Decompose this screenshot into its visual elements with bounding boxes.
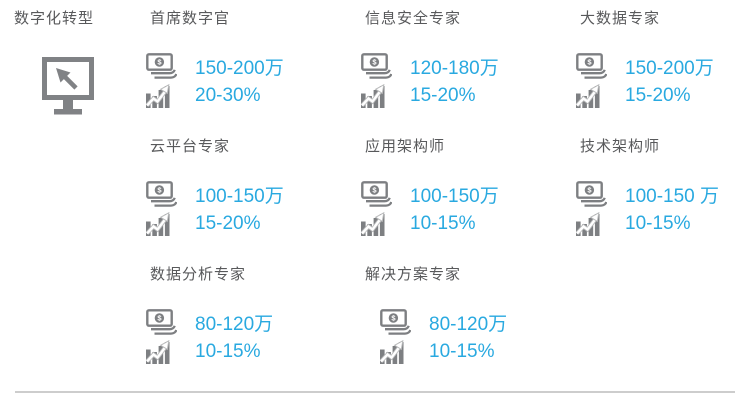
role-title: 信息安全专家 (365, 10, 462, 27)
role-title: 数据分析专家 (150, 266, 247, 283)
salary-row: 100-150 万 (576, 181, 750, 208)
growth-row: 15-20% (146, 212, 361, 236)
salary-value: 150-200万 (625, 58, 714, 79)
category-title: 数字化转型 (14, 10, 95, 27)
banknotes-icon (576, 181, 625, 208)
growth-value: 10-15% (410, 213, 476, 234)
growth-value: 10-15% (429, 341, 495, 362)
growth-value: 10-15% (625, 213, 691, 234)
salary-row: 150-200万 (576, 53, 750, 80)
growth-row: 10-15% (576, 212, 750, 236)
growth-chart-icon (146, 340, 195, 364)
growth-row: 10-15% (361, 212, 576, 236)
salary-value: 120-180万 (410, 58, 499, 79)
growth-value: 20-30% (195, 85, 261, 106)
banknotes-icon (576, 53, 625, 80)
salary-row: 100-150万 (146, 181, 361, 208)
role-card: 信息安全专家 120-180万 15-20% (361, 9, 576, 137)
role-title: 云平台专家 (150, 138, 231, 155)
salary-row: 100-150万 (361, 181, 576, 208)
growth-chart-icon (576, 212, 625, 236)
salary-value: 150-200万 (195, 58, 284, 79)
growth-chart-icon (146, 84, 195, 108)
growth-chart-icon (576, 84, 625, 108)
salary-value: 80-120万 (429, 314, 508, 335)
salary-value: 80-120万 (195, 314, 274, 335)
growth-row: 15-20% (361, 84, 576, 108)
growth-value: 15-20% (410, 85, 476, 106)
salary-row: 150-200万 (146, 53, 361, 80)
growth-chart-icon (361, 212, 410, 236)
salary-value: 100-150万 (195, 186, 284, 207)
role-card: 技术架构师 100-150 万 10-15% (576, 137, 750, 265)
growth-row: 10-15% (146, 340, 361, 364)
role-title: 应用架构师 (365, 138, 446, 155)
salary-value: 100-150万 (410, 186, 499, 207)
role-card: 云平台专家 100-150万 15-20% (146, 137, 361, 265)
role-title: 首席数字官 (150, 10, 231, 27)
category-block: 数字化转型 (14, 9, 134, 29)
growth-row: 15-20% (576, 84, 750, 108)
banknotes-icon (146, 181, 195, 208)
banknotes-icon (361, 181, 410, 208)
growth-value: 10-15% (195, 341, 261, 362)
banknotes-icon (146, 309, 195, 336)
growth-chart-icon (361, 84, 410, 108)
role-title: 解决方案专家 (365, 266, 462, 283)
role-title: 大数据专家 (580, 10, 661, 27)
bottom-divider (15, 391, 735, 393)
role-card: 首席数字官 150-200万 20-30% (146, 9, 361, 137)
role-card: 数据分析专家 80-120万 10-15% (146, 265, 361, 393)
growth-value: 15-20% (625, 85, 691, 106)
growth-value: 15-20% (195, 213, 261, 234)
salary-value: 100-150 万 (625, 186, 720, 207)
banknotes-icon (361, 53, 410, 80)
role-title: 技术架构师 (580, 138, 661, 155)
growth-chart-icon (380, 340, 429, 364)
roles-grid: 首席数字官 150-200万 20-30% 信息安全专家 120-180万 15… (146, 9, 750, 393)
banknotes-icon (146, 53, 195, 80)
banknotes-icon (380, 309, 429, 336)
role-card: 解决方案专家 80-120万 10-15% (361, 265, 576, 393)
role-card: 大数据专家 150-200万 15-20% (576, 9, 750, 137)
monitor-cursor-icon (42, 57, 94, 122)
growth-row: 10-15% (380, 340, 576, 364)
salary-row: 120-180万 (361, 53, 576, 80)
salary-row: 80-120万 (146, 309, 361, 336)
salary-row: 80-120万 (380, 309, 576, 336)
role-card: 应用架构师 100-150万 10-15% (361, 137, 576, 265)
growth-row: 20-30% (146, 84, 361, 108)
growth-chart-icon (146, 212, 195, 236)
